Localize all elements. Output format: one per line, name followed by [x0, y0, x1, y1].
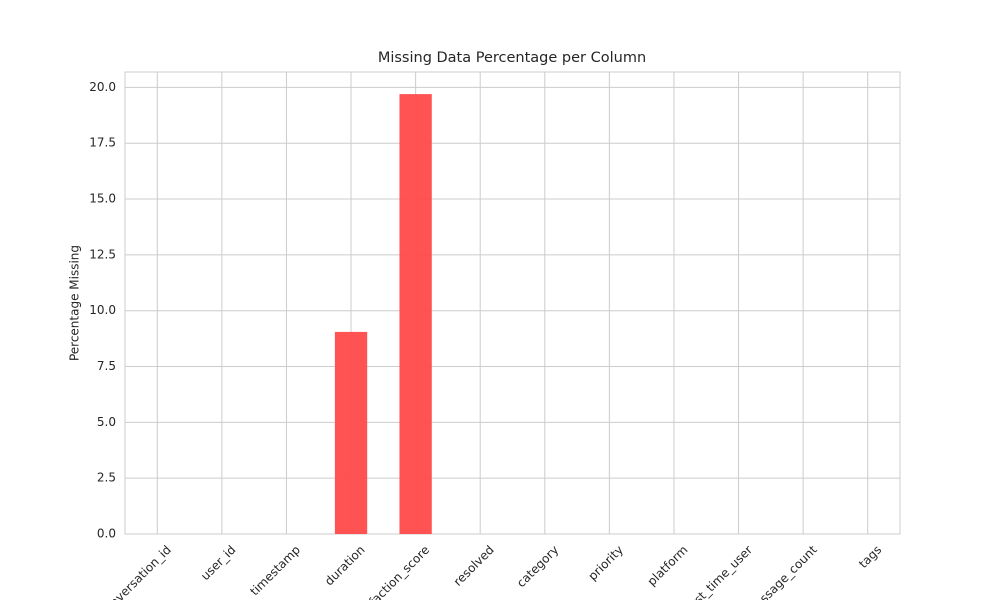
- y-tick-label: 0.0: [97, 527, 116, 541]
- x-tick-label: message_count: [743, 542, 819, 600]
- x-tick-label: duration: [322, 543, 368, 589]
- bar: [399, 94, 432, 535]
- x-tick-label: first_time_user: [682, 543, 755, 600]
- x-tick-label: conversation_id: [97, 543, 174, 600]
- y-tick-label: 7.5: [97, 359, 116, 373]
- y-axis-label: Percentage Missing: [68, 245, 82, 361]
- x-tick-label: timestamp: [247, 543, 303, 599]
- y-tick-label: 12.5: [89, 247, 116, 261]
- x-tick-label: priority: [585, 543, 626, 584]
- y-tick-label: 2.5: [97, 471, 116, 485]
- x-tick-label: user_id: [198, 543, 238, 583]
- x-tick-label: tags: [856, 543, 884, 571]
- chart-title: Missing Data Percentage per Column: [378, 50, 646, 66]
- y-tick-label: 15.0: [89, 192, 116, 206]
- y-tick-label: 5.0: [97, 415, 116, 429]
- x-tick-label: category: [514, 543, 561, 590]
- y-tick-label: 20.0: [89, 80, 116, 94]
- y-tick-label: 10.0: [89, 303, 116, 317]
- bar: [334, 331, 368, 534]
- x-tick-label: platform: [645, 543, 691, 589]
- x-tick-label: resolved: [451, 543, 497, 589]
- plot-frame: [124, 71, 901, 535]
- y-tick-label: 17.5: [89, 136, 116, 150]
